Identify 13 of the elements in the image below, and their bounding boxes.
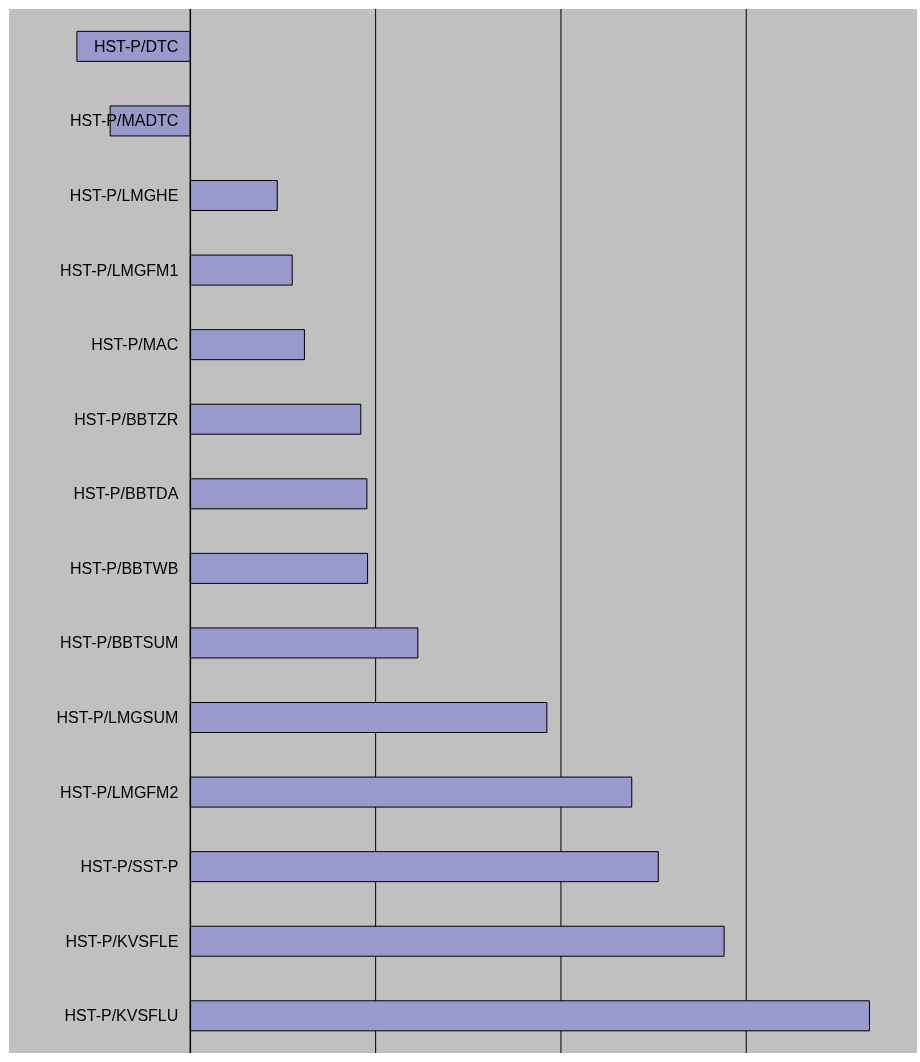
y-tick-label: HST-P/DTC: [93, 37, 179, 55]
y-tick-label: HST-P/KVSFLU: [64, 1007, 179, 1025]
y-tick-label: HST-P/BBTDA: [73, 485, 179, 503]
y-tick-label: HST-P/LMGSUM: [56, 709, 179, 727]
y-tick-label: HST-P/MAC: [91, 336, 179, 354]
y-tick-label: HST-P/LMGHE: [69, 187, 179, 205]
y-tick-label: HST-P/BBTWB: [69, 559, 179, 577]
y-tick-label: HST-P/SST-P: [80, 858, 179, 876]
y-tick-label: HST-P/KVSFLE: [65, 932, 179, 950]
y-tick-label: HST-P/LMGFM2: [60, 783, 179, 801]
y-tick-label: HST-P/BBTZR: [74, 410, 179, 428]
y-tick-label: HST-P/LMGFM1: [60, 261, 179, 279]
y-tick-label: HST-P/BBTSUM: [60, 634, 179, 652]
